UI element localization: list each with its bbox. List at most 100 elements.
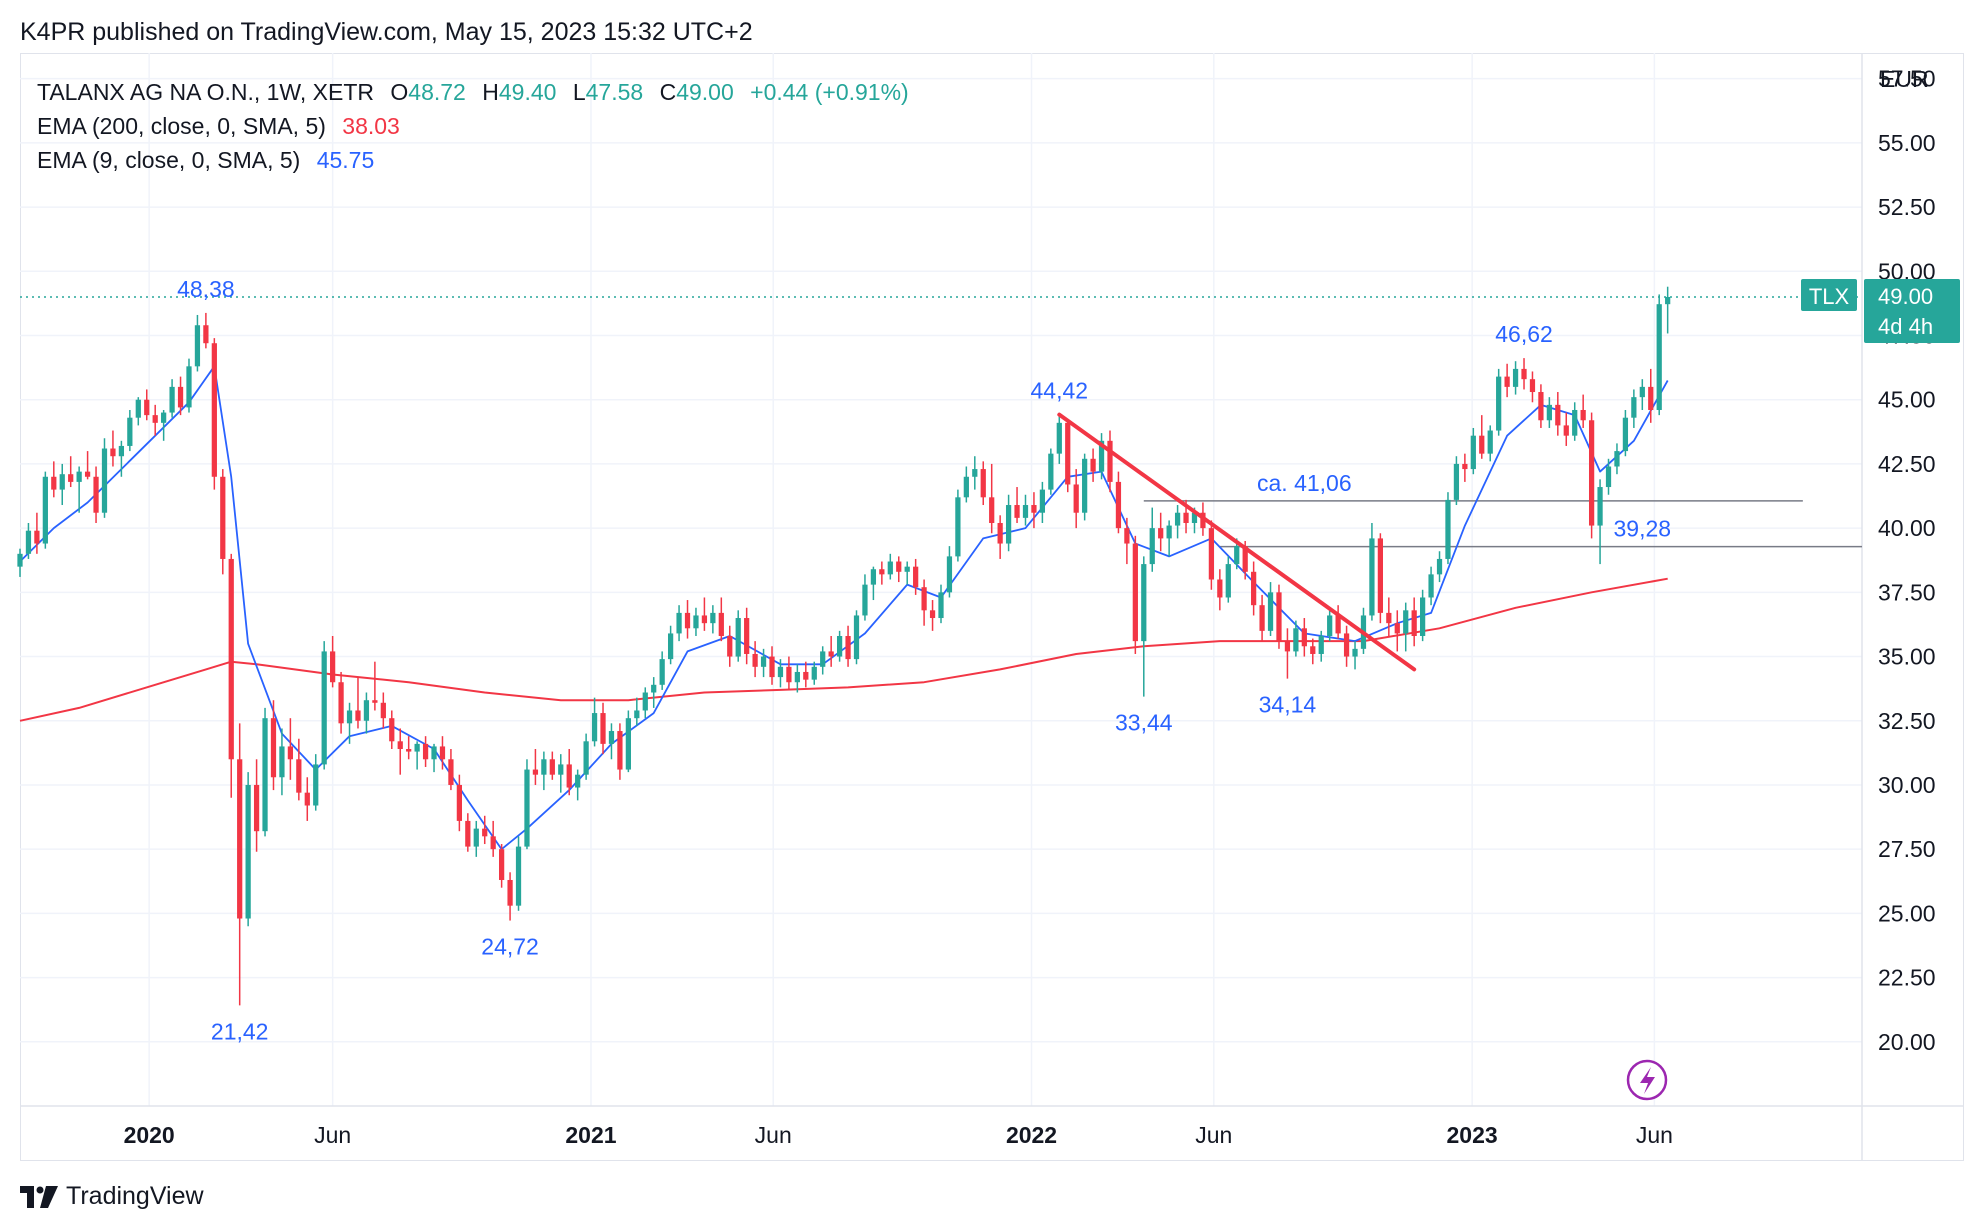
candle bbox=[811, 661, 817, 685]
candle-body bbox=[169, 386, 175, 413]
price-axis-tick-label: 32.50 bbox=[1878, 708, 1936, 734]
candle-body bbox=[929, 610, 936, 619]
candle bbox=[1656, 294, 1662, 416]
candle-body bbox=[1242, 546, 1248, 572]
candle bbox=[465, 813, 471, 852]
candle bbox=[1428, 566, 1434, 606]
candle-body bbox=[904, 566, 910, 572]
candle bbox=[1580, 394, 1586, 428]
candle bbox=[1048, 448, 1054, 495]
candle bbox=[532, 749, 539, 785]
candle-body bbox=[1301, 628, 1307, 647]
candle-body bbox=[1056, 422, 1062, 454]
candle bbox=[1386, 597, 1392, 637]
price-tag-bg bbox=[1864, 278, 1960, 343]
candle-body bbox=[228, 558, 234, 760]
candle-body bbox=[853, 615, 860, 660]
candle-body bbox=[25, 530, 32, 554]
candle bbox=[921, 579, 927, 626]
candle bbox=[862, 574, 868, 621]
high-label: H bbox=[482, 79, 499, 105]
candle-body bbox=[1115, 481, 1122, 529]
tradingview-logo-icon bbox=[20, 1185, 58, 1208]
price-axis-tick-label: 20.00 bbox=[1878, 1029, 1936, 1055]
open-value: 48.72 bbox=[408, 79, 466, 105]
candle-body bbox=[1512, 368, 1519, 387]
candle-body bbox=[1191, 512, 1198, 523]
price-tag-value: 49.00 bbox=[1878, 284, 1933, 309]
symbol-name[interactable]: TALANX AG NA O.N., 1W, XETR bbox=[37, 79, 374, 105]
candle-body bbox=[346, 710, 353, 724]
currency-label[interactable]: EUR bbox=[1880, 66, 1929, 92]
legend-ema200-row[interactable]: EMA (200, close, 0, SMA, 5) 38.03 bbox=[37, 109, 909, 143]
candle-body bbox=[1496, 376, 1502, 431]
candle-body bbox=[744, 618, 750, 654]
candle bbox=[203, 312, 209, 349]
candle bbox=[380, 692, 386, 729]
candle-body bbox=[972, 469, 978, 477]
price-axis-tick-label: 22.50 bbox=[1878, 965, 1936, 991]
time-axis-tick-label: Jun bbox=[314, 1122, 351, 1148]
candle bbox=[499, 844, 505, 888]
candle-body bbox=[253, 784, 260, 832]
candle-body bbox=[93, 476, 99, 513]
candle-body bbox=[1031, 505, 1037, 513]
candle bbox=[1107, 430, 1113, 493]
change-value: +0.44 (+0.91%) bbox=[750, 79, 909, 105]
candle bbox=[245, 772, 251, 927]
candle-body bbox=[1327, 615, 1333, 637]
candle-body bbox=[186, 366, 192, 408]
events-lightning-icon[interactable] bbox=[1626, 1059, 1668, 1101]
candle bbox=[355, 677, 361, 729]
candle-body bbox=[1597, 487, 1603, 526]
candle bbox=[1529, 371, 1536, 403]
candle bbox=[879, 561, 885, 585]
candle-body bbox=[1132, 543, 1138, 642]
price-annotation: 48,38 bbox=[177, 276, 235, 302]
close-value: 49.00 bbox=[676, 79, 734, 105]
candle bbox=[769, 646, 775, 685]
candle bbox=[1504, 363, 1510, 398]
candle bbox=[144, 389, 150, 421]
ema200-value: 38.03 bbox=[342, 113, 400, 139]
candle-body bbox=[1369, 538, 1375, 616]
legend-ema9-row[interactable]: EMA (9, close, 0, SMA, 5) 45.75 bbox=[37, 143, 909, 177]
candle-body bbox=[1343, 633, 1350, 657]
candle bbox=[228, 553, 234, 798]
candle bbox=[566, 749, 572, 796]
candle-body bbox=[1217, 579, 1223, 598]
candle-body bbox=[710, 612, 716, 624]
candle-body bbox=[465, 820, 471, 847]
candle bbox=[1343, 625, 1350, 667]
candle bbox=[237, 723, 243, 1006]
candle-body bbox=[490, 836, 496, 850]
candle-body bbox=[422, 743, 429, 760]
candle bbox=[490, 820, 496, 857]
candle bbox=[1631, 389, 1637, 428]
tradingview-logo[interactable]: TradingView bbox=[20, 1182, 204, 1211]
candle bbox=[1420, 589, 1426, 642]
price-annotation: 39,28 bbox=[1614, 516, 1672, 542]
candle-body bbox=[617, 731, 623, 770]
candle-body bbox=[1284, 641, 1291, 652]
candle bbox=[1622, 409, 1629, 457]
symbol-tag-bg bbox=[1801, 278, 1857, 311]
candle bbox=[1369, 522, 1375, 621]
candle bbox=[1217, 569, 1223, 611]
candle-body bbox=[321, 651, 327, 765]
candle-body bbox=[1090, 458, 1096, 472]
candle-body bbox=[566, 764, 572, 788]
candle-body bbox=[1631, 397, 1637, 418]
candle-body bbox=[59, 474, 65, 490]
candle bbox=[828, 636, 834, 667]
candle bbox=[194, 314, 201, 372]
candle-body bbox=[887, 561, 893, 575]
candle bbox=[135, 397, 141, 426]
candle bbox=[1293, 620, 1299, 657]
candle bbox=[17, 548, 23, 577]
ema9-value: 45.75 bbox=[316, 147, 375, 173]
candle bbox=[1065, 420, 1071, 493]
candle-body bbox=[541, 759, 547, 775]
candle bbox=[955, 489, 961, 562]
